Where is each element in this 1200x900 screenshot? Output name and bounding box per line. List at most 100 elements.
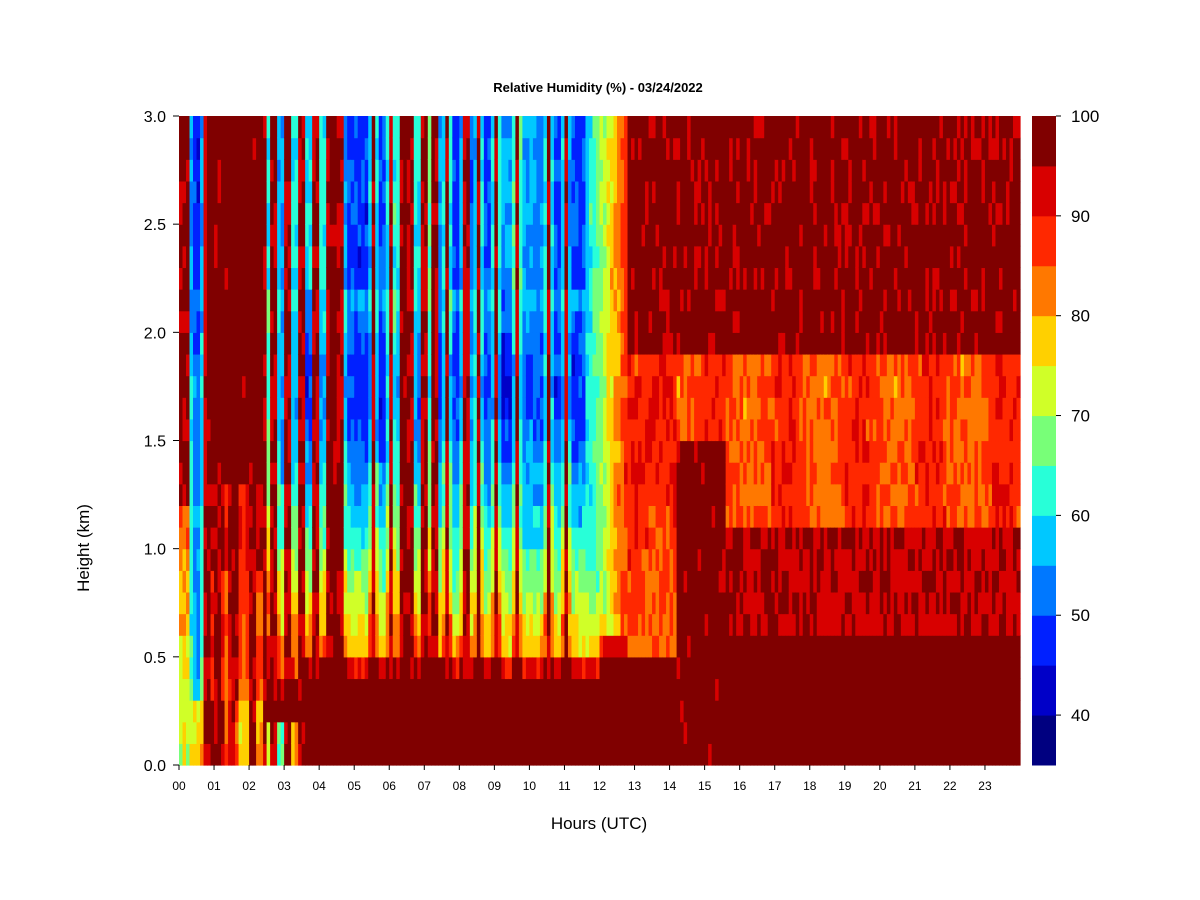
heatmap-cell bbox=[417, 289, 422, 312]
heatmap-cell bbox=[329, 678, 334, 701]
heatmap-cell bbox=[343, 743, 348, 766]
heatmap-cell bbox=[259, 483, 264, 506]
heatmap-cell bbox=[736, 462, 741, 485]
heatmap-cell bbox=[722, 570, 727, 593]
heatmap-cell bbox=[697, 180, 702, 204]
heatmap-cell bbox=[326, 700, 331, 723]
heatmap-cell bbox=[284, 548, 289, 571]
heatmap-cell bbox=[743, 505, 748, 528]
heatmap-cell bbox=[683, 635, 688, 658]
heatmap-cell bbox=[312, 375, 317, 398]
heatmap-cell bbox=[263, 159, 268, 182]
heatmap-cell bbox=[757, 656, 762, 680]
heatmap-cell bbox=[715, 505, 720, 528]
heatmap-cell bbox=[522, 353, 527, 377]
heatmap-cell bbox=[483, 375, 488, 398]
heatmap-cell bbox=[252, 505, 257, 528]
heatmap-cell bbox=[574, 721, 580, 744]
heatmap-cell bbox=[462, 527, 467, 550]
heatmap-cell bbox=[606, 310, 611, 333]
heatmap-cell bbox=[546, 418, 552, 442]
heatmap-cell bbox=[567, 591, 573, 615]
heatmap-cell bbox=[431, 353, 436, 377]
heatmap-cell bbox=[666, 635, 671, 658]
heatmap-cell bbox=[669, 440, 674, 463]
heatmap-cell bbox=[739, 700, 744, 723]
heatmap-cell bbox=[680, 137, 685, 160]
heatmap-cell bbox=[193, 440, 198, 463]
heatmap-cell bbox=[617, 353, 622, 377]
heatmap-cell bbox=[483, 743, 488, 766]
heatmap-cell bbox=[662, 375, 667, 398]
heatmap-cell bbox=[746, 137, 751, 160]
heatmap-cell bbox=[620, 462, 625, 485]
heatmap-cell bbox=[515, 721, 520, 744]
heatmap-cell bbox=[427, 180, 432, 204]
heatmap-cell bbox=[336, 397, 341, 420]
heatmap-cell bbox=[588, 137, 594, 160]
heatmap-cell bbox=[396, 570, 401, 593]
heatmap-cell bbox=[392, 656, 397, 680]
heatmap-cell bbox=[599, 462, 604, 485]
heatmap-cell bbox=[336, 267, 341, 290]
heatmap-cell bbox=[757, 116, 762, 139]
heatmap-cell bbox=[431, 462, 436, 485]
heatmap-cell bbox=[441, 332, 446, 355]
heatmap-cell bbox=[592, 678, 597, 701]
heatmap-cell bbox=[182, 397, 187, 420]
heatmap-cell bbox=[669, 591, 674, 615]
heatmap-cell bbox=[676, 656, 681, 680]
heatmap-cell bbox=[466, 656, 471, 680]
heatmap-cell bbox=[532, 613, 538, 636]
heatmap-cell bbox=[690, 137, 695, 160]
heatmap-cell bbox=[242, 613, 247, 636]
heatmap-cell bbox=[543, 375, 548, 398]
heatmap-cell bbox=[326, 224, 331, 247]
heatmap-cell bbox=[711, 440, 716, 463]
heatmap-cell bbox=[193, 180, 198, 204]
heatmap-cell bbox=[245, 440, 250, 463]
heatmap-cell bbox=[256, 678, 261, 701]
heatmap-cell bbox=[690, 570, 695, 593]
heatmap-cell bbox=[511, 656, 516, 680]
heatmap-cell bbox=[455, 527, 460, 550]
heatmap-cell bbox=[469, 310, 474, 333]
heatmap-cell bbox=[392, 505, 397, 528]
heatmap-cell bbox=[564, 116, 569, 139]
heatmap-cell bbox=[543, 137, 548, 160]
heatmap-cell bbox=[389, 332, 394, 355]
heatmap-cell bbox=[347, 159, 352, 182]
heatmap-cell bbox=[319, 397, 324, 420]
heatmap-cell bbox=[739, 548, 744, 571]
heatmap-cell bbox=[221, 505, 226, 528]
heatmap-cell bbox=[399, 505, 404, 528]
heatmap-cell bbox=[585, 310, 590, 333]
heatmap-cell bbox=[448, 548, 453, 571]
heatmap-cell bbox=[347, 116, 352, 139]
heatmap-cell bbox=[182, 613, 187, 636]
heatmap-cell bbox=[452, 613, 457, 636]
heatmap-cell bbox=[231, 678, 236, 701]
heatmap-cell bbox=[252, 548, 257, 571]
heatmap-cell bbox=[249, 116, 254, 139]
heatmap-cell bbox=[256, 267, 261, 290]
heatmap-cell bbox=[280, 418, 285, 442]
heatmap-cell bbox=[336, 353, 341, 377]
heatmap-cell bbox=[564, 721, 569, 744]
heatmap-cell bbox=[606, 505, 611, 528]
heatmap-cell bbox=[406, 548, 411, 571]
heatmap-cell bbox=[406, 440, 411, 463]
heatmap-cell bbox=[231, 180, 236, 204]
heatmap-cell bbox=[333, 267, 338, 290]
heatmap-cell bbox=[494, 527, 499, 550]
heatmap-cell bbox=[708, 267, 713, 290]
heatmap-cell bbox=[224, 418, 229, 442]
heatmap-cell bbox=[620, 267, 625, 290]
heatmap-cell bbox=[532, 591, 538, 615]
heatmap-cell bbox=[315, 635, 320, 658]
chart-title: Relative Humidity (%) - 03/24/2022 bbox=[493, 80, 703, 95]
heatmap-cell bbox=[431, 440, 436, 463]
heatmap-cell bbox=[736, 116, 741, 139]
heatmap-cell bbox=[567, 700, 573, 723]
heatmap-cell bbox=[455, 635, 460, 658]
